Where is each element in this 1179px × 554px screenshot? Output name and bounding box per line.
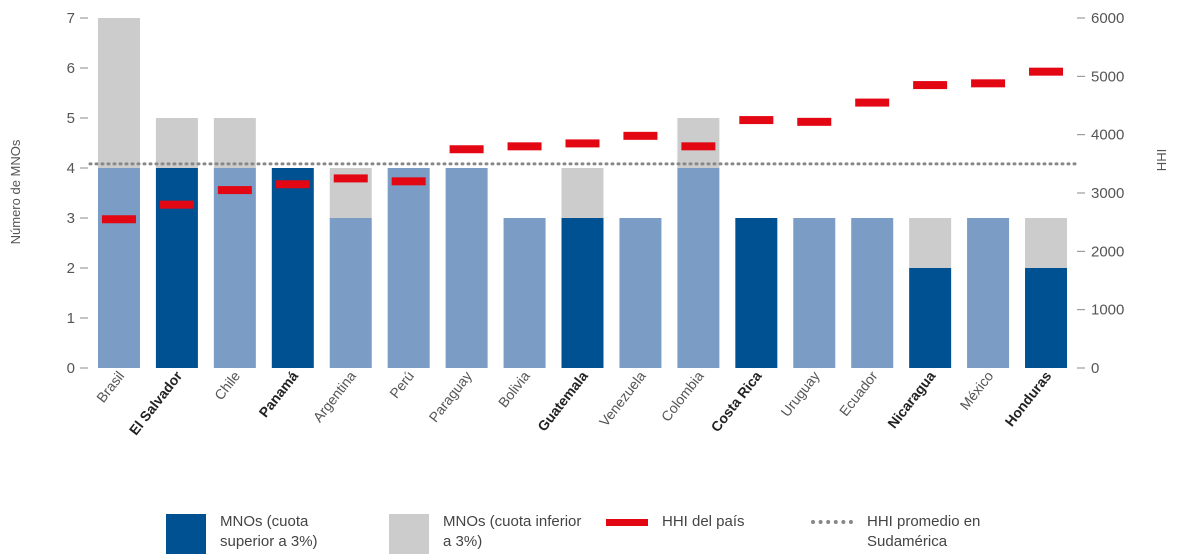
- y-tick-label: 1: [67, 310, 75, 327]
- bar-high-share: [387, 168, 430, 368]
- bar-low-share: [97, 18, 140, 168]
- category-label: Ecuador: [836, 368, 881, 419]
- bar-high-share: [619, 218, 662, 368]
- y2-tick-label: 6000: [1091, 10, 1124, 27]
- y2-axis-label: HHI: [1154, 149, 1169, 171]
- legend-hhi-average-swatch: [811, 520, 853, 524]
- hhi-marker: [391, 177, 426, 186]
- category-label: Chile: [211, 368, 243, 403]
- right-y-axis: 0 1000 2000 3000 4000 5000 6000: [1077, 10, 1124, 377]
- bar-high-share: [1025, 268, 1068, 368]
- category-label: Honduras: [1002, 368, 1055, 430]
- category-label: Nicaragua: [884, 368, 938, 431]
- legend-low-share-label: MNOs (cuota inferior a 3%): [443, 513, 582, 550]
- bar-high-share: [155, 168, 198, 368]
- bar-high-share: [503, 218, 546, 368]
- mno-hhi-chart: 0 1 2 3 4 5 6 7 0 1000 2000 3000 4000 5000 6000 Brasi…: [8, 10, 1169, 438]
- bar-low-share: [155, 118, 198, 168]
- bar-high-share: [677, 168, 720, 368]
- category-label: Guatemala: [534, 368, 591, 434]
- bar-low-share: [561, 168, 604, 218]
- bar-low-share: [1025, 218, 1068, 268]
- y-tick-label: 7: [67, 10, 75, 27]
- legend-hhi-average: HHI promedio en Sudamérica: [811, 512, 987, 552]
- hhi-marker: [739, 116, 774, 125]
- category-label: Costa Rica: [708, 368, 765, 435]
- hhi-marker: [565, 139, 600, 148]
- hhi-marker: [217, 186, 252, 195]
- y2-tick-label: 0: [1091, 360, 1099, 377]
- bar-high-share: [561, 218, 604, 368]
- y2-tick-label: 1000: [1091, 302, 1124, 319]
- hhi-marker: [333, 174, 368, 183]
- legend-hhi-country-swatch: [606, 519, 648, 526]
- category-label: Perú: [386, 368, 417, 401]
- bar-high-share: [793, 218, 836, 368]
- legend-low-share-swatch: [389, 514, 429, 554]
- bar-high-share: [329, 218, 372, 368]
- legend-hhi-average-label: HHI promedio en Sudamérica: [867, 513, 981, 550]
- bar-high-share: [851, 218, 894, 368]
- hhi-marker: [855, 98, 890, 107]
- category-label: Paraguay: [425, 368, 475, 425]
- hhi-marker: [159, 200, 194, 209]
- y2-tick-label: 4000: [1091, 127, 1124, 144]
- hhi-marker: [101, 215, 136, 224]
- category-label: El Salvador: [126, 368, 186, 438]
- bar-low-share: [213, 118, 256, 168]
- legend-hhi-country: HHI del país: [606, 512, 745, 532]
- bar-high-share: [735, 218, 778, 368]
- bar-high-share: [445, 168, 488, 368]
- category-label: Brasil: [93, 368, 127, 405]
- category-label: Bolivia: [495, 368, 533, 411]
- category-label: Panamá: [255, 368, 301, 420]
- bar-high-share: [213, 168, 256, 368]
- hhi-marker: [449, 145, 484, 154]
- y-tick-label: 5: [67, 110, 75, 127]
- y-tick-label: 0: [67, 360, 75, 377]
- legend-hhi-country-label: HHI del país: [662, 513, 745, 530]
- hhi-marker: [797, 117, 832, 126]
- legend-low-share: MNOs (cuota inferior a 3%): [389, 512, 583, 554]
- category-label: México: [957, 368, 997, 413]
- left-y-axis: 0 1 2 3 4 5 6 7: [67, 10, 88, 377]
- bar-low-share: [909, 218, 952, 268]
- y-tick-label: 6: [67, 60, 75, 77]
- y-tick-label: 3: [67, 210, 75, 227]
- y-axis-label: Número de MNOs: [8, 139, 23, 244]
- hhi-marker: [971, 79, 1006, 88]
- bars-layer: [97, 18, 1068, 368]
- hhi-marker: [623, 131, 658, 140]
- category-label: Uruguay: [777, 368, 822, 420]
- legend-high-share-label: MNOs (cuota superior a 3%): [220, 513, 318, 550]
- legend-high-share-swatch: [166, 514, 206, 554]
- hhi-marker: [507, 142, 542, 151]
- category-label: Argentina: [310, 368, 360, 425]
- y-tick-label: 2: [67, 260, 75, 277]
- hhi-marker: [1029, 67, 1064, 76]
- hhi-markers: [101, 67, 1064, 224]
- hhi-marker: [913, 81, 948, 90]
- y2-tick-label: 2000: [1091, 243, 1124, 260]
- bar-high-share: [967, 218, 1010, 368]
- bar-high-share: [97, 168, 140, 368]
- y2-tick-label: 5000: [1091, 68, 1124, 85]
- hhi-marker: [681, 142, 716, 151]
- bar-high-share: [271, 168, 314, 368]
- hhi-marker: [275, 180, 310, 189]
- y-tick-label: 4: [67, 160, 75, 177]
- category-label: Venezuela: [596, 368, 649, 430]
- category-label: Colombia: [658, 368, 707, 425]
- y2-tick-label: 3000: [1091, 185, 1124, 202]
- bar-high-share: [909, 268, 952, 368]
- legend-high-share: MNOs (cuota superior a 3%): [166, 512, 360, 554]
